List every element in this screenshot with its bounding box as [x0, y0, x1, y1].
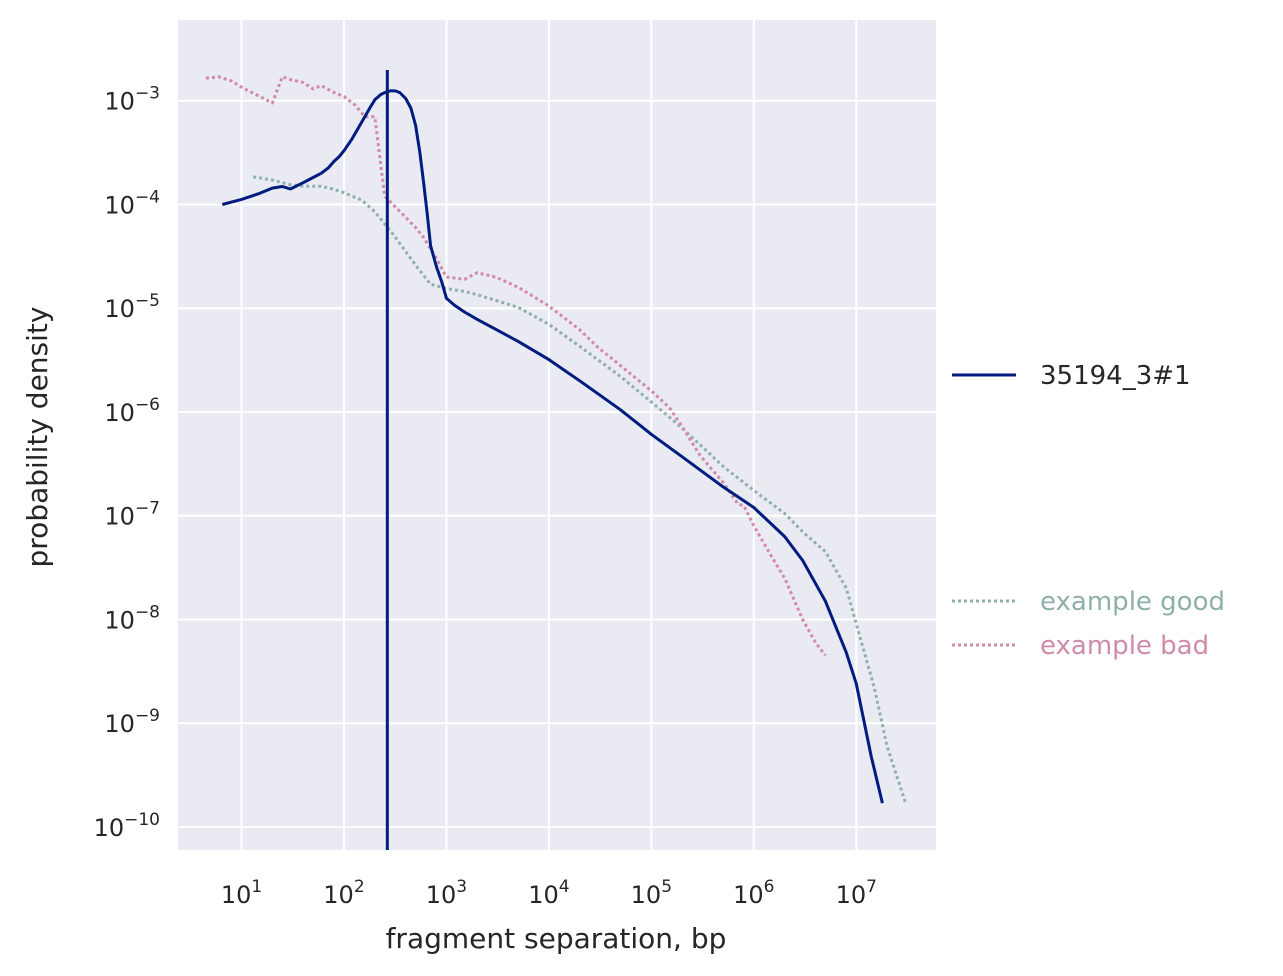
y-tick-label: 10−9 — [104, 706, 160, 738]
x-tick-base: 10 — [528, 881, 559, 909]
legend-examples: example good example bad — [952, 587, 1225, 661]
legend-label-35194: 35194_3#1 — [1040, 361, 1191, 391]
y-tick-base: 10 — [104, 399, 135, 427]
series-layer — [205, 70, 907, 850]
y-tick-label: 10−8 — [104, 602, 160, 634]
legend-main: 35194_3#1 — [952, 361, 1191, 391]
x-tick-exponent: 2 — [354, 877, 365, 897]
x-tick-exponent: 6 — [764, 877, 775, 897]
x-tick-label: 104 — [528, 877, 569, 909]
y-tick-exponent: −8 — [135, 602, 160, 622]
y-tick-exponent: −7 — [135, 499, 160, 519]
x-tick-base: 10 — [221, 881, 252, 909]
y-tick-label: 10−5 — [104, 291, 160, 323]
y-tick-exponent: −10 — [124, 810, 160, 830]
x-tick-exponent: 1 — [251, 877, 262, 897]
x-tick-label: 106 — [733, 877, 774, 909]
y-tick-base: 10 — [104, 503, 135, 531]
x-tick-exponent: 5 — [661, 877, 672, 897]
x-tick-label: 107 — [836, 877, 877, 909]
y-tick-base: 10 — [104, 606, 135, 634]
x-tick-label: 103 — [426, 877, 467, 909]
y-axis-label: probability density — [21, 307, 54, 568]
x-tick-exponent: 7 — [866, 877, 877, 897]
series-line-2 — [205, 75, 827, 657]
y-tick-base: 10 — [94, 814, 125, 842]
x-tick-base: 10 — [836, 881, 867, 909]
y-tick-exponent: −5 — [135, 291, 160, 311]
y-tick-label: 10−6 — [104, 395, 160, 427]
plot-background — [178, 20, 936, 850]
y-tick-exponent: −6 — [135, 395, 160, 415]
legend-label-example-bad: example bad — [1040, 631, 1209, 661]
y-tick-base: 10 — [104, 88, 135, 116]
y-tick-label: 10−4 — [104, 187, 160, 219]
y-tick-base: 10 — [104, 295, 135, 323]
x-tick-base: 10 — [426, 881, 457, 909]
x-tick-label: 102 — [323, 877, 364, 909]
x-axis-label: fragment separation, bp — [386, 922, 727, 955]
x-tick-labels: 101 102 103 104 105 106 107 — [221, 877, 877, 909]
x-tick-exponent: 3 — [456, 877, 467, 897]
series-line-0 — [221, 89, 884, 804]
x-tick-base: 10 — [733, 881, 764, 909]
y-tick-label: 10−3 — [104, 84, 160, 116]
x-tick-label: 105 — [631, 877, 672, 909]
y-tick-label: 10−7 — [104, 499, 160, 531]
x-tick-label: 101 — [221, 877, 262, 909]
x-tick-base: 10 — [631, 881, 662, 909]
y-tick-exponent: −4 — [135, 187, 160, 207]
y-tick-base: 10 — [104, 191, 135, 219]
legend-label-example-good: example good — [1040, 587, 1225, 617]
y-tick-exponent: −3 — [135, 84, 160, 104]
x-tick-exponent: 4 — [559, 877, 570, 897]
x-tick-base: 10 — [323, 881, 354, 909]
y-tick-base: 10 — [104, 710, 135, 738]
y-tick-label: 10−10 — [94, 810, 160, 842]
y-tick-labels: 10−310−410−510−610−710−810−910−10 — [94, 84, 160, 842]
y-tick-exponent: −9 — [135, 706, 160, 726]
